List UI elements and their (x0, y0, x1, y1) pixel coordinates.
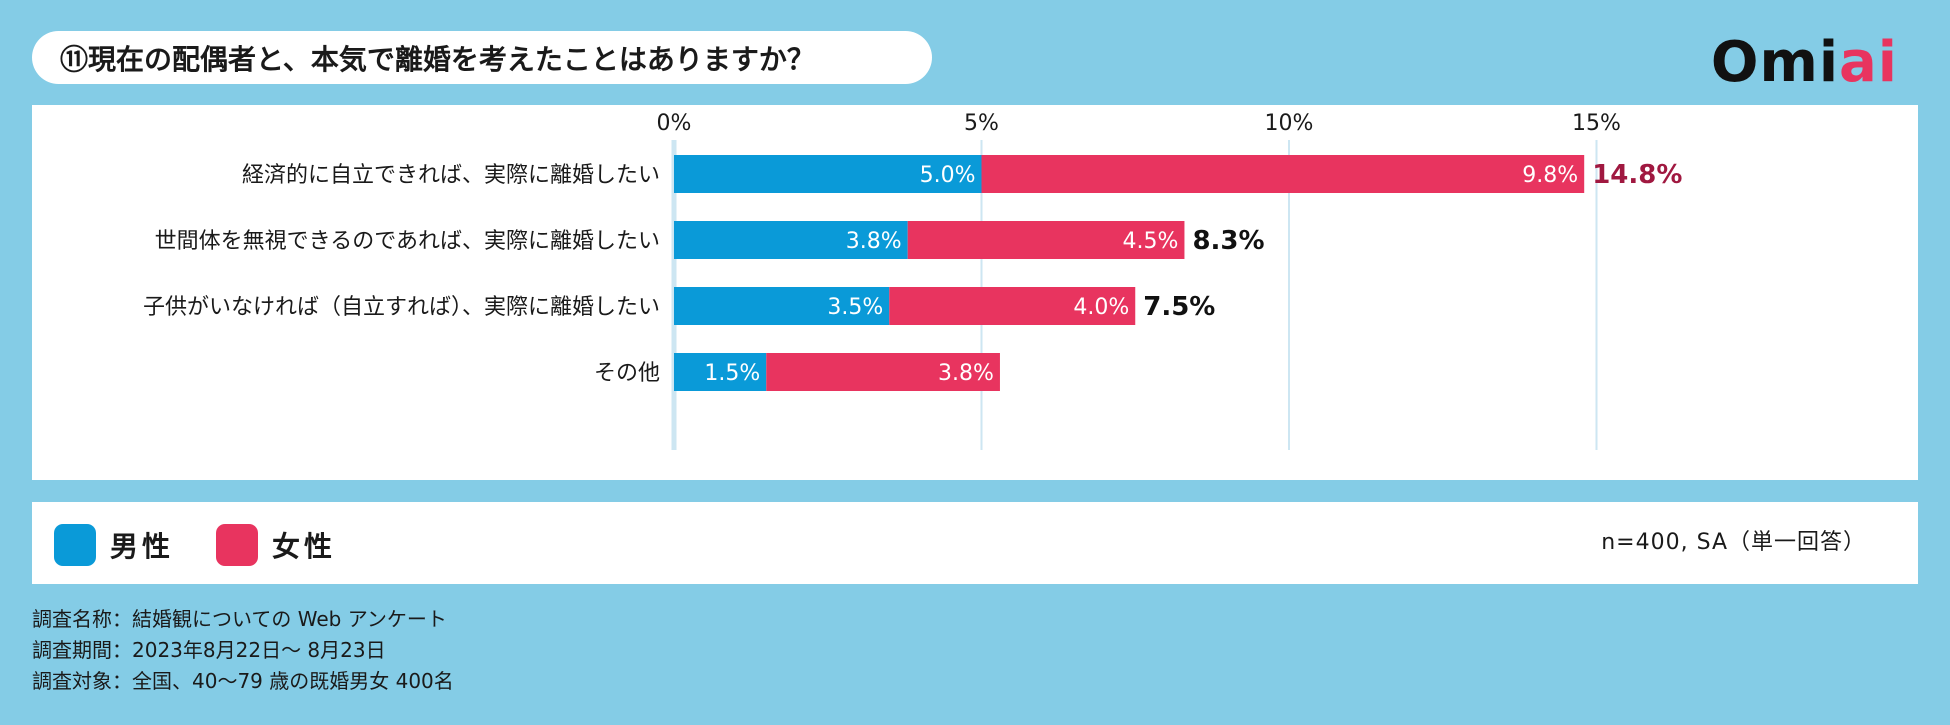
x-tick-label-0: 0% (657, 111, 692, 136)
value-label-male-3: 1.5% (704, 361, 760, 386)
logo-accent: ai (1839, 30, 1898, 95)
omiai-logo: Omiai (1711, 30, 1898, 95)
value-label-female-0: 9.8% (1522, 163, 1578, 188)
chart-title-pill: ⑪現在の配偶者と、本気で離婚を考えたことはありますか？ (32, 31, 932, 84)
bar-male-0 (674, 155, 982, 193)
x-tick-label-15: 15% (1572, 111, 1621, 136)
bar-male-2 (674, 287, 890, 325)
legend-swatch-male (54, 524, 96, 566)
legend-label-male: 男性 (110, 530, 175, 563)
value-label-female-3: 3.8% (938, 361, 994, 386)
survey-target: 調査対象：全国、40〜79 歳の既婚男女 400名 (32, 669, 454, 693)
value-label-male-0: 5.0% (920, 163, 976, 188)
legend-panel: 男性 女性 n=400, SA（単一回答） (32, 502, 1918, 584)
legend-label-female: 女性 (272, 530, 337, 563)
total-label-1: 8.3% (1192, 226, 1264, 256)
bar-female-3 (766, 353, 1000, 391)
logo-main: Omi (1710, 30, 1840, 95)
legend-item-female: 女性 (216, 524, 336, 566)
legend-item-male: 男性 (54, 524, 174, 566)
bar-female-1 (907, 221, 1185, 259)
x-tick-label-5: 5% (964, 111, 999, 136)
category-label-2: 子供がいなければ（自立すれば）、実際に離婚したい (143, 295, 660, 320)
bar-female-2 (889, 287, 1136, 325)
bar-chart: 0% 5% 10% 15% 経済的に自立できれば、実際に離婚したい 5.0% 9.8% 14.… (143, 111, 1682, 450)
bar-male-1 (674, 221, 908, 259)
value-label-female-1: 4.5% (1123, 229, 1179, 254)
bar-male-3 (674, 353, 767, 391)
value-label-male-2: 3.5% (827, 295, 883, 320)
chart-title: ⑪現在の配偶者と、本気で離婚を考えたことはありますか？ (60, 42, 815, 76)
sample-size-note: n=400, SA（単一回答） (1601, 530, 1866, 555)
x-tick-label-10: 10% (1265, 111, 1314, 136)
chart-panel: 0% 5% 10% 15% 経済的に自立できれば、実際に離婚したい 5.0% 9.8% 14.… (32, 105, 1918, 480)
survey-footer: 調査名称：結婚観についての Web アンケート 調査期間：2023年8月22日〜… (32, 604, 454, 697)
value-label-male-1: 3.8% (846, 229, 902, 254)
value-label-female-2: 4.0% (1073, 295, 1129, 320)
category-label-1: 世間体を無視できるのであれば、実際に離婚したい (155, 229, 660, 254)
category-label-0: 経済的に自立できれば、実際に離婚したい (242, 163, 660, 188)
total-label-2: 7.5% (1143, 292, 1215, 322)
category-label-3: その他 (594, 361, 660, 386)
total-label-0: 14.8% (1592, 160, 1682, 190)
bar-female-0 (981, 155, 1585, 193)
survey-period: 調査期間：2023年8月22日〜 8月23日 (32, 638, 386, 662)
legend-swatch-female (216, 524, 258, 566)
survey-name: 調査名称：結婚観についての Web アンケート (32, 607, 447, 631)
